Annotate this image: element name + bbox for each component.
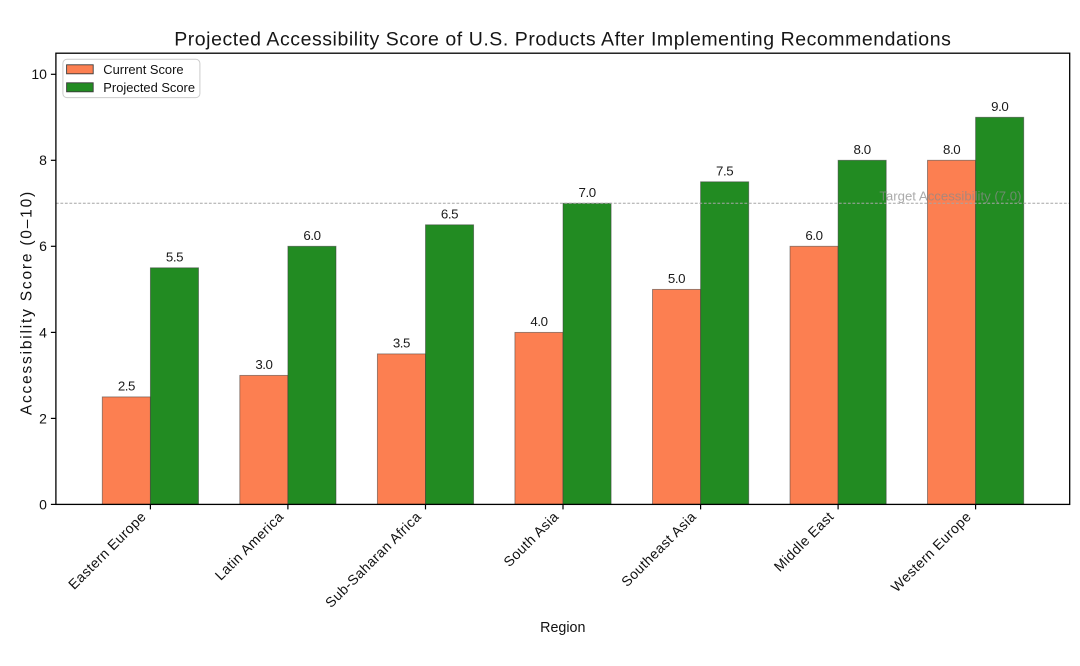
svg-text:Accessibility Score (0–10): Accessibility Score (0–10) — [19, 190, 36, 415]
svg-text:6: 6 — [39, 238, 47, 254]
svg-text:Region: Region — [540, 620, 585, 636]
svg-text:2.5: 2.5 — [118, 379, 135, 394]
svg-text:9.0: 9.0 — [991, 99, 1008, 114]
svg-text:3.5: 3.5 — [393, 336, 410, 351]
svg-text:Western Europe: Western Europe — [888, 508, 975, 595]
svg-text:0: 0 — [39, 496, 47, 512]
svg-text:Projected Score: Projected Score — [103, 80, 195, 95]
svg-text:8.0: 8.0 — [854, 142, 871, 157]
svg-text:10: 10 — [31, 66, 47, 82]
svg-text:4: 4 — [39, 324, 47, 340]
svg-text:3.0: 3.0 — [255, 357, 272, 372]
svg-text:South Asia: South Asia — [500, 508, 561, 569]
svg-text:7.5: 7.5 — [716, 164, 733, 179]
svg-text:8.0: 8.0 — [943, 142, 960, 157]
svg-text:5.0: 5.0 — [668, 271, 685, 286]
svg-text:Eastern Europe: Eastern Europe — [65, 508, 149, 592]
svg-text:Middle East: Middle East — [771, 508, 837, 574]
svg-text:6.0: 6.0 — [805, 228, 822, 243]
svg-text:5.5: 5.5 — [166, 250, 183, 265]
svg-text:4.0: 4.0 — [530, 314, 547, 329]
svg-text:Target Accessibility (7.0): Target Accessibility (7.0) — [879, 188, 1021, 203]
svg-text:Latin America: Latin America — [212, 508, 287, 583]
svg-text:Projected Accessibility Score: Projected Accessibility Score of U.S. Pr… — [174, 29, 951, 51]
svg-text:Southeast Asia: Southeast Asia — [618, 508, 699, 589]
svg-text:2: 2 — [39, 410, 47, 426]
svg-text:Current Score: Current Score — [103, 62, 183, 77]
svg-text:7.0: 7.0 — [579, 185, 596, 200]
svg-text:6.0: 6.0 — [303, 228, 320, 243]
svg-text:8: 8 — [39, 152, 47, 168]
svg-text:Sub-Saharan Africa: Sub-Saharan Africa — [322, 508, 424, 610]
svg-text:6.5: 6.5 — [441, 207, 458, 222]
